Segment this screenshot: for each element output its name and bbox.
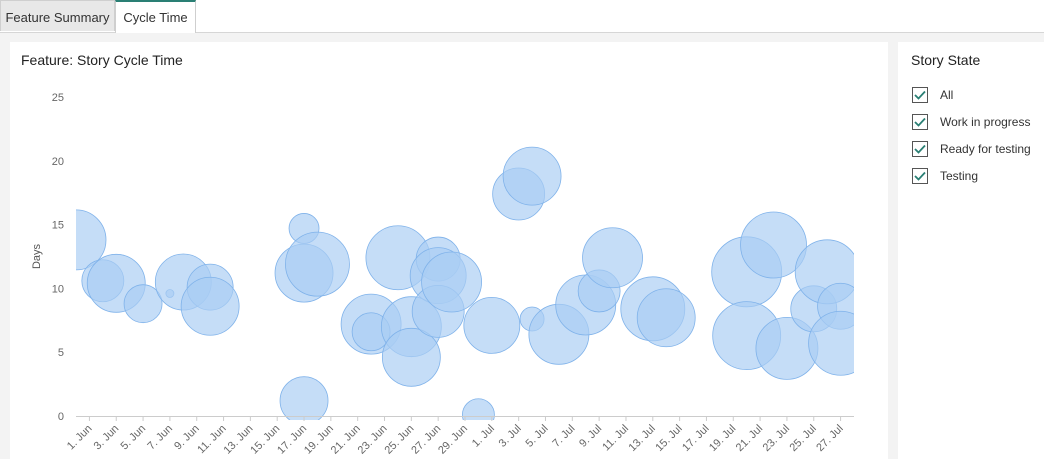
bubble-point[interactable]	[381, 327, 441, 387]
x-tick-label: 23. Jul	[761, 423, 792, 454]
check-icon	[914, 171, 926, 181]
bubble-point[interactable]	[46, 209, 107, 271]
x-tick-label: 7. Jun	[145, 423, 175, 453]
check-icon	[914, 144, 926, 154]
filter-testing[interactable]: Testing	[912, 166, 978, 186]
x-tick-label: 5. Jul	[524, 423, 551, 450]
bubble-point[interactable]	[808, 310, 873, 376]
x-tick-label: 17. Jul	[680, 423, 711, 454]
tab-cycle-time[interactable]: Cycle Time	[115, 0, 196, 33]
checkbox-all[interactable]	[912, 87, 928, 103]
tab-bar: Feature Summary Cycle Time	[0, 0, 1044, 33]
checkbox-work-in-progress[interactable]	[912, 114, 928, 130]
story-state-panel: Story State All Work in progress Ready f…	[898, 42, 1044, 472]
x-tick-label: 3. Jun	[92, 423, 122, 453]
y-tick-label: 15	[52, 220, 64, 232]
filter-work-in-progress[interactable]: Work in progress	[912, 112, 1030, 132]
check-icon	[914, 90, 926, 100]
x-tick-label: 25. Jul	[787, 423, 818, 454]
filter-label-testing: Testing	[940, 169, 979, 183]
bubble-point[interactable]	[463, 297, 521, 354]
x-tick-label: 15. Jul	[653, 423, 684, 454]
check-icon	[914, 117, 926, 127]
chart-title: Feature: Story Cycle Time	[21, 52, 183, 68]
filter-label-work-in-progress: Work in progress	[940, 115, 1031, 129]
bubble-point[interactable]	[740, 211, 807, 279]
y-tick-label: 25	[52, 92, 64, 104]
y-tick-label: 0	[58, 411, 64, 423]
x-tick-label: 19. Jul	[707, 423, 738, 454]
filter-label-ready-for-testing: Ready for testing	[940, 142, 1031, 156]
x-tick-label: 3. Jul	[497, 423, 524, 450]
bubble-point[interactable]	[582, 227, 643, 289]
y-tick-label: 10	[52, 283, 64, 295]
chart-panel: Feature: Story Cycle Time 0 5 10 15 20 25 Days…	[10, 42, 888, 472]
filter-label-all: All	[940, 88, 954, 102]
bubble-point[interactable]	[462, 398, 495, 431]
bubble-point[interactable]	[502, 146, 562, 206]
y-tick-label: 5	[58, 347, 64, 359]
bubble-point[interactable]	[123, 284, 163, 324]
bubble-point[interactable]	[285, 231, 350, 297]
x-tick-label: 29. Jun	[436, 423, 470, 457]
bubble-series	[46, 146, 873, 431]
filter-ready-for-testing[interactable]: Ready for testing	[912, 139, 1031, 159]
bubble-point[interactable]	[636, 288, 696, 348]
bubble-point[interactable]	[180, 276, 240, 336]
checkbox-testing[interactable]	[912, 168, 928, 184]
y-axis: 0 5 10 15 20 25 Days	[31, 92, 64, 423]
x-tick-label: 27. Jul	[814, 423, 845, 454]
x-tick-label: 5. Jun	[119, 423, 149, 453]
story-state-title: Story State	[911, 52, 981, 68]
x-tick-label: 1. Jun	[65, 423, 95, 453]
x-tick-label: 11. Jul	[600, 423, 631, 454]
checkbox-ready-for-testing[interactable]	[912, 141, 928, 157]
y-tick-label: 20	[52, 156, 64, 168]
y-axis-title: Days	[31, 243, 43, 269]
tab-feature-summary[interactable]: Feature Summary	[0, 0, 115, 31]
x-tick-label: 7. Jul	[550, 423, 577, 450]
x-tick-label: 21. Jul	[734, 423, 765, 454]
x-tick-label: 13. Jul	[627, 423, 658, 454]
content-area: Feature: Story Cycle Time 0 5 10 15 20 25 Days…	[0, 33, 1044, 472]
bubble-point[interactable]	[421, 251, 482, 313]
bubble-point[interactable]	[279, 376, 329, 425]
filter-all[interactable]: All	[912, 85, 953, 105]
x-tick-label: 1. Jul	[470, 423, 497, 450]
